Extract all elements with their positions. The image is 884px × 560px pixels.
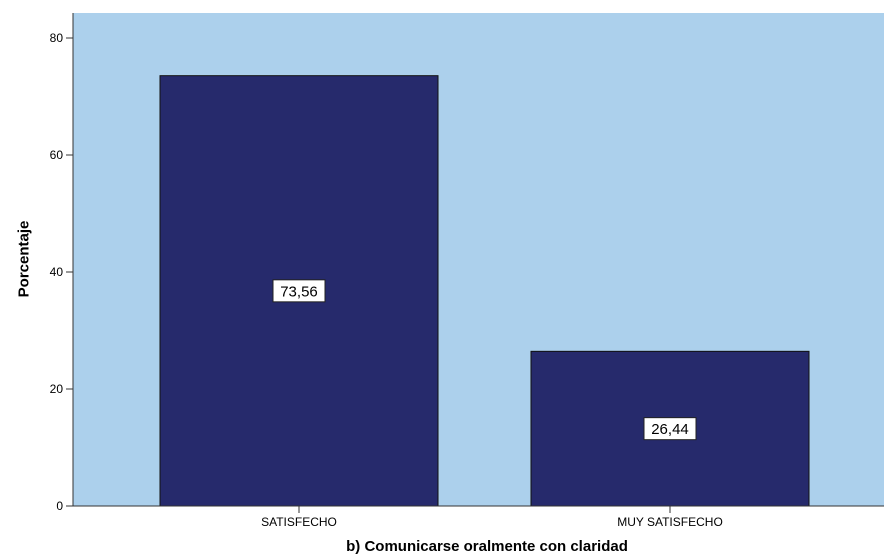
data-label: 73,56 [280, 283, 318, 300]
x-axis-title: b) Comunicarse oralmente con claridad [346, 538, 628, 555]
data-label-box [272, 279, 326, 303]
x-category-label: SATISFECHO [261, 515, 337, 529]
y-tick-label: 20 [50, 382, 64, 396]
bars: 73,56 26,44 [159, 75, 810, 507]
x-category-label: MUY SATISFECHO [617, 515, 723, 529]
y-tick-label: 60 [50, 148, 64, 162]
y-tick-label: 0 [56, 499, 63, 513]
y-tick-label: 80 [50, 31, 64, 45]
data-label: 26,44 [651, 421, 689, 438]
y-axis-ticks: 0 20 40 60 80 [50, 31, 73, 513]
y-tick-label: 40 [50, 265, 64, 279]
data-label-box [643, 417, 697, 441]
x-axis-categories: SATISFECHO MUY SATISFECHO [261, 506, 723, 529]
y-axis-title: Porcentaje [16, 221, 33, 298]
